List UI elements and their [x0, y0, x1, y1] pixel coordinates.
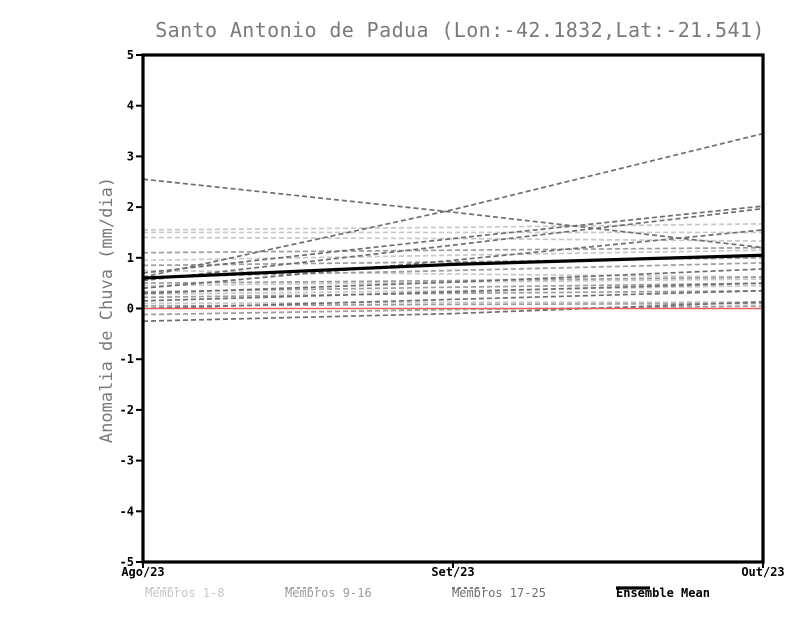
legend: Membros 1-8 Membros 9-16 Membros 17-25 Ense…: [0, 584, 800, 604]
ensemble-member-line: [142, 236, 764, 242]
ensemble-member-line: [142, 269, 764, 278]
legend-label: Membros 1-8: [145, 586, 225, 600]
legend-item: Ensemble Mean: [616, 584, 710, 602]
ensemble-member-line: [142, 132, 764, 278]
y-tick-label: 1: [127, 251, 134, 265]
x-tick-label: Out/23: [741, 565, 785, 579]
ensemble-member-line: [142, 289, 764, 310]
ensemble-member-line: [142, 302, 764, 307]
x-tick-label: Ago/23: [121, 565, 165, 579]
ensemble-member-line: [142, 222, 764, 231]
ensemble-member-line: [142, 278, 764, 287]
ensemble-member-line: [142, 249, 764, 262]
ensemble-member-line: [142, 262, 764, 278]
ensemble-member-line: [142, 282, 764, 293]
ensemble-member-line: [142, 282, 764, 302]
y-tick-label: -4: [120, 504, 134, 518]
legend-item: Membros 17-25: [452, 584, 546, 602]
y-tick-label: 4: [127, 99, 134, 113]
legend-label: Membros 17-25: [452, 586, 546, 600]
ensemble-member-line: [142, 301, 764, 323]
ensemble-member-line: [142, 305, 764, 316]
y-tick-label: -1: [120, 352, 134, 366]
y-tick-label: -2: [120, 403, 134, 417]
y-tick-label: 0: [127, 302, 134, 316]
legend-solid-line-sample: [616, 586, 650, 590]
legend-item: Membros 1-8: [145, 584, 224, 602]
ensemble-member-line: [142, 276, 764, 284]
y-tick-label: 3: [127, 149, 134, 163]
legend-dashed-line-sample: [452, 587, 486, 589]
y-tick-label: -5: [120, 555, 134, 569]
ensemble-member-line: [142, 289, 764, 299]
ensemble-member-line: [142, 284, 764, 296]
x-tick-label: Set/23: [431, 565, 475, 579]
y-tick-label: -3: [120, 454, 134, 468]
y-tick-label: 2: [127, 200, 134, 214]
chart-title: Santo Antonio de Padua (Lon:-42.1832,Lat…: [155, 18, 765, 42]
ensemble-mean-line: [142, 253, 764, 280]
legend-dashed-line-sample: [145, 587, 179, 589]
legend-dashed-line-sample: [285, 587, 319, 589]
ensemble-member-line: [142, 207, 764, 282]
legend-item: Membros 9-16: [285, 584, 372, 602]
plot-border: [141, 53, 765, 564]
y-tick-label: 5: [127, 48, 134, 62]
ensemble-member-line: [142, 246, 764, 254]
legend-label: Membros 9-16: [285, 586, 372, 600]
ensemble-member-line: [142, 301, 764, 305]
